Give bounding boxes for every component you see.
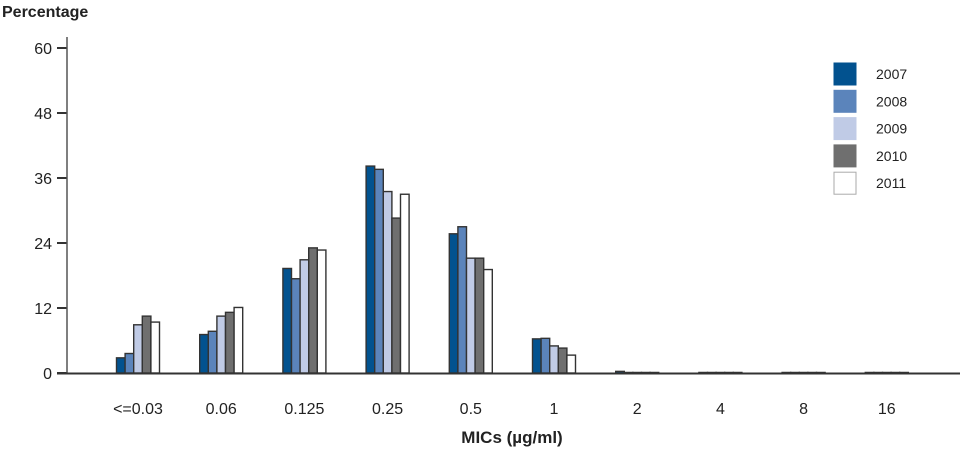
bar-2011-0.125 [316, 249, 327, 374]
bar-2009-1 [549, 345, 560, 374]
bar-2009-0.25 [382, 190, 393, 374]
legend-label: 2007 [876, 66, 907, 82]
x-tick-label: 4 [716, 401, 725, 418]
y-tick-label: 60 [34, 41, 52, 58]
legend-swatch-2011 [833, 171, 857, 195]
bar-2008-<=0.03 [124, 352, 135, 374]
bar-2007-0.5 [448, 233, 459, 374]
legend-label: 2008 [876, 93, 907, 109]
bar-2010-0.125 [308, 247, 319, 374]
bar-2009-<=0.03 [132, 324, 143, 374]
legend-swatch-2010 [833, 144, 857, 168]
y-tick-label: 48 [34, 106, 52, 123]
bar-2008-1 [540, 337, 551, 374]
bar-2007-0.125 [282, 267, 293, 374]
x-tick-label: 1 [550, 401, 559, 418]
legend-label: 2011 [876, 175, 906, 191]
bar-2009-0.06 [216, 315, 227, 374]
bar-2008-0.06 [207, 330, 218, 374]
bar-2010-0.5 [474, 257, 485, 374]
y-axis-label: Percentage [2, 4, 88, 21]
bar-2007-0.06 [198, 333, 209, 374]
bar-2010-0.25 [391, 217, 402, 374]
legend-swatch-2007 [833, 62, 857, 86]
bar-2009-0.5 [465, 257, 476, 374]
x-tick-label: 0.5 [460, 401, 482, 418]
legend-swatch-2009 [833, 117, 857, 141]
x-tick-label: 2 [633, 401, 642, 418]
bar-2011-0.06 [233, 306, 244, 374]
legend-swatch-2008 [833, 89, 857, 113]
bar-2007-<=0.03 [115, 357, 126, 374]
bar-2007-1 [531, 338, 542, 374]
x-axis-label: MICs (µg/ml) [461, 428, 562, 447]
x-tick-label: 8 [799, 401, 808, 418]
bar-2008-0.5 [457, 226, 468, 374]
bar-2008-0.125 [290, 278, 301, 374]
bar-2011-1 [566, 354, 577, 374]
bar-2011-0.5 [483, 268, 494, 374]
y-tick-label: 0 [43, 366, 52, 383]
x-tick-label: 0.25 [372, 401, 403, 418]
y-tick-label: 12 [34, 301, 52, 318]
y-tick-label: 36 [34, 171, 52, 188]
bar-2007-0.25 [365, 165, 376, 374]
bar-2011-0.25 [399, 193, 410, 374]
x-tick-label: 0.06 [206, 401, 237, 418]
bar-2009-0.125 [299, 259, 310, 374]
bar-2010-<=0.03 [141, 315, 152, 374]
bar-2008-0.25 [374, 168, 385, 374]
y-tick-label: 24 [34, 236, 52, 253]
x-tick-label: 16 [878, 401, 896, 418]
x-tick-label: <=0.03 [113, 401, 163, 418]
bar-2011-<=0.03 [150, 321, 161, 374]
legend-label: 2010 [876, 148, 907, 164]
bar-2010-0.06 [224, 311, 235, 374]
x-tick-label: 0.125 [284, 401, 324, 418]
bar-2010-1 [557, 347, 568, 374]
legend-label: 2009 [876, 121, 907, 137]
